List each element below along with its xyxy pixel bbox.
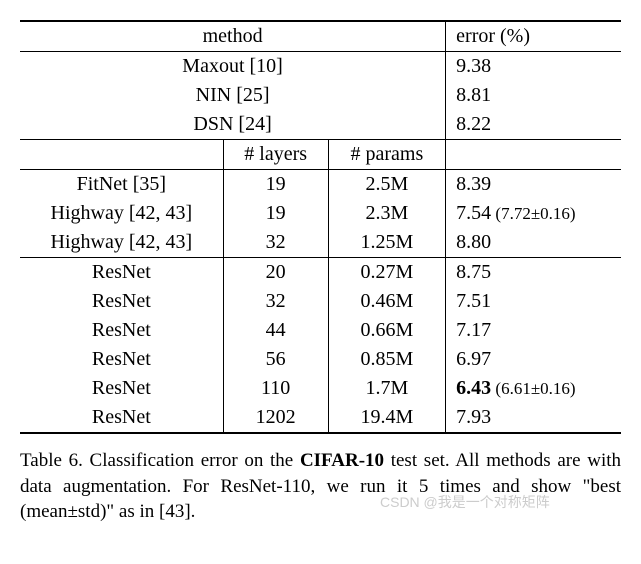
table-row-error: 7.51 [446, 287, 621, 316]
table-row-params: 2.5M [328, 170, 446, 200]
table-row-method: ResNet [20, 345, 223, 374]
header-error: error (%) [446, 21, 621, 52]
table-row-layers: 110 [223, 374, 328, 403]
table-row-error: 8.81 [446, 81, 621, 110]
table-row-error-note: (6.61±0.16) [491, 379, 575, 398]
table-row-error: 8.22 [446, 110, 621, 140]
table-row-error: 8.39 [446, 170, 621, 200]
table-row-error: 6.97 [446, 345, 621, 374]
table-row-params: 2.3M [328, 199, 446, 228]
table-row-error: 7.54 (7.72±0.16) [446, 199, 621, 228]
table-row-method: Highway [42, 43] [20, 228, 223, 258]
table-row-error: 7.93 [446, 403, 621, 433]
table-row-error: 6.43 (6.61±0.16) [446, 374, 621, 403]
table-row-error: 7.17 [446, 316, 621, 345]
table-row-method: ResNet [20, 374, 223, 403]
table-row-layers: 1202 [223, 403, 328, 433]
table-row-params: 1.25M [328, 228, 446, 258]
table-row-layers: 56 [223, 345, 328, 374]
table-row-params: 19.4M [328, 403, 446, 433]
table-row-method: ResNet [20, 316, 223, 345]
table-caption: Table 6. Classification error on the CIF… [20, 448, 621, 525]
caption-prefix: Table 6. Classification error on the [20, 450, 300, 471]
table-row-method: ResNet [20, 287, 223, 316]
table-row-params: 0.85M [328, 345, 446, 374]
table-row-method: NIN [25] [20, 81, 446, 110]
table-row-params: 0.46M [328, 287, 446, 316]
table-row-layers: 32 [223, 287, 328, 316]
table-row-error: 8.80 [446, 228, 621, 258]
results-table: methoderror (%)Maxout [10]9.38NIN [25]8.… [20, 20, 621, 434]
table-row-params: 0.66M [328, 316, 446, 345]
table-row-method: Highway [42, 43] [20, 199, 223, 228]
header-params: # params [328, 140, 446, 170]
table-row-params: 1.7M [328, 374, 446, 403]
table-row-method: DSN [24] [20, 110, 446, 140]
header-method: method [20, 21, 446, 52]
header-layers: # layers [223, 140, 328, 170]
table-row-method: ResNet [20, 258, 223, 288]
table-row-layers: 20 [223, 258, 328, 288]
table-row-layers: 19 [223, 199, 328, 228]
table-row-error-note: (7.72±0.16) [491, 204, 575, 223]
table-row-layers: 19 [223, 170, 328, 200]
table-row-error: 9.38 [446, 52, 621, 82]
table-row-layers: 44 [223, 316, 328, 345]
table-row-error: 8.75 [446, 258, 621, 288]
table-row-params: 0.27M [328, 258, 446, 288]
caption-dataset: CIFAR-10 [300, 450, 384, 471]
table-row-layers: 32 [223, 228, 328, 258]
table-row-method: ResNet [20, 403, 223, 433]
table-row-method: FitNet [35] [20, 170, 223, 200]
table-row-method: Maxout [10] [20, 52, 446, 82]
